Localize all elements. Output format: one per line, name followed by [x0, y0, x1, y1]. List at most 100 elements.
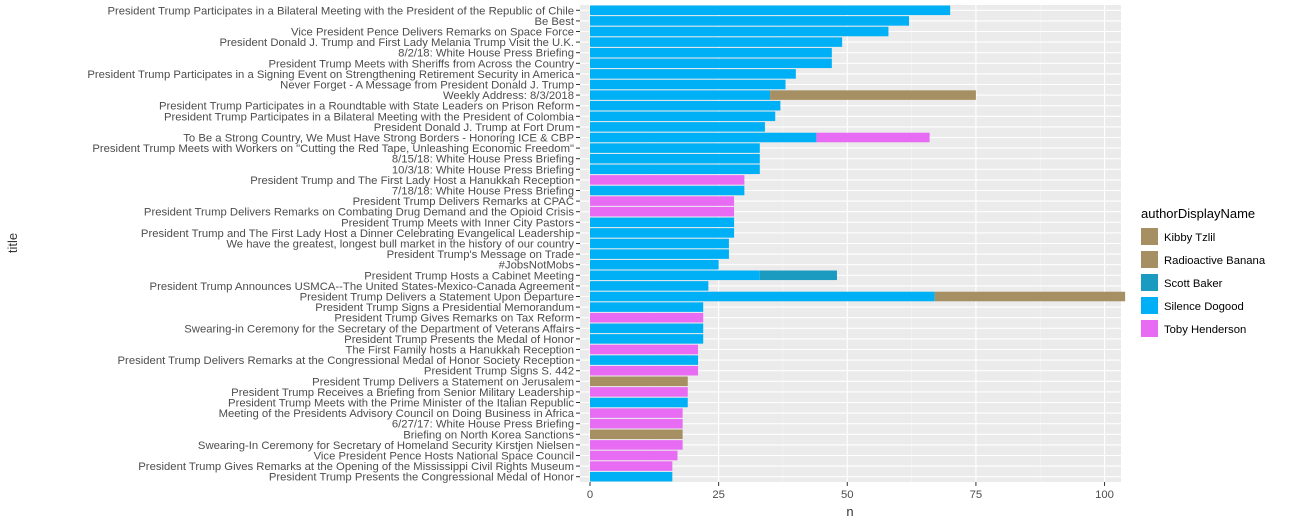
- bar-silence-dogood: [590, 132, 817, 143]
- y-tick-label: 8/15/18: White House Press Briefing: [392, 154, 574, 166]
- bar-silence-dogood: [590, 238, 729, 249]
- y-tick-label: President Trump Presents the Congression…: [269, 472, 574, 484]
- legend-label: Silence Dogood: [1164, 301, 1244, 313]
- y-tick-label: President Trump Participates in a Bilate…: [164, 111, 575, 123]
- bar-toby-henderson: [590, 418, 683, 429]
- bar-toby-henderson: [590, 461, 673, 471]
- y-tick-label: President Trump Participates in a Signin…: [87, 69, 574, 81]
- bar-silence-dogood: [590, 122, 765, 132]
- y-tick-labels: President Trump Participates in a Bilate…: [87, 5, 580, 484]
- y-tick-label: To Be a Strong Country, We Must Have Str…: [183, 133, 574, 145]
- bar-toby-henderson: [590, 206, 735, 217]
- y-tick-label: Weekly Address: 8/3/2018: [443, 90, 574, 102]
- y-tick-label: Swearing-In Ceremony for Secretary of Ho…: [198, 440, 574, 452]
- bar-silence-dogood: [590, 100, 781, 111]
- bar-silence-dogood: [590, 355, 699, 365]
- x-tick-label: 25: [712, 489, 725, 501]
- x-axis-label: n: [846, 504, 853, 519]
- bar-kibby-tzlil: [590, 376, 688, 387]
- bar-toby-henderson: [590, 440, 683, 450]
- bar-silence-dogood: [590, 79, 786, 90]
- y-tick-label: Never Forget - A Message from President …: [280, 80, 574, 92]
- y-tick-label: President Trump Participates in a Roundt…: [159, 101, 574, 113]
- y-tick-label: 7/18/18: White House Press Briefing: [392, 186, 574, 198]
- y-tick-label: #JobsNotMobs: [499, 260, 575, 272]
- bar-silence-dogood: [590, 143, 760, 153]
- y-tick-label: President Trump Presents the Medal of Ho…: [344, 334, 574, 346]
- y-tick-label: President Trump Delivers a Statement Upo…: [300, 292, 574, 304]
- y-tick-label: 8/2/18: White House Press Briefing: [398, 48, 574, 60]
- y-tick-label: President Trump Delivers a Statement on …: [312, 376, 574, 388]
- y-tick-label: President Trump Meets with the Prime Min…: [228, 398, 574, 410]
- y-tick-label: President Trump Delivers Remarks on Comb…: [144, 207, 574, 219]
- y-tick-label: Briefing on North Korea Sanctions: [403, 429, 574, 441]
- y-tick-label: Swearing-in Ceremony for the Secretary o…: [184, 323, 574, 335]
- bar-toby-henderson: [590, 450, 678, 461]
- legend-key-silence-dogood: [1141, 297, 1158, 314]
- y-tick-label: 10/3/18: White House Press Briefing: [392, 164, 574, 176]
- bar-silence-dogood: [590, 16, 910, 26]
- bar-silence-dogood: [590, 5, 951, 16]
- bar-silence-dogood: [590, 334, 704, 344]
- y-tick-label: President Trump Hosts a Cabinet Meeting: [364, 270, 574, 282]
- x-tick-label: 75: [970, 489, 983, 501]
- y-tick-label: Be Best: [534, 16, 574, 28]
- bar-toby-henderson: [590, 175, 745, 185]
- bar-silence-dogood: [590, 291, 935, 302]
- bar-silence-dogood: [590, 164, 760, 175]
- y-tick-label: President Trump Gives Remarks on Tax Ref…: [334, 313, 574, 325]
- bar-toby-henderson: [590, 344, 699, 355]
- y-tick-label: President Trump Meets with Workers on "C…: [92, 143, 574, 155]
- y-tick-label: Vice President Pence Delivers Remarks on…: [291, 27, 574, 39]
- y-tick-label: 6/27/17: White House Press Briefing: [392, 419, 574, 431]
- y-tick-label: President Trump Meets with Inner City Pa…: [341, 217, 574, 229]
- legend-key-toby-henderson: [1141, 320, 1158, 337]
- bar-silence-dogood: [590, 471, 673, 482]
- bar-silence-dogood: [590, 26, 889, 37]
- bar-toby-henderson: [590, 387, 688, 397]
- legend-key-scott-baker: [1141, 274, 1158, 291]
- x-tick-label: 0: [587, 489, 593, 501]
- y-tick-label: Vice President Pence Hosts National Spac…: [314, 451, 574, 463]
- y-tick-label: Meeting of the Presidents Advisory Counc…: [219, 408, 575, 420]
- bar-toby-henderson: [590, 196, 735, 206]
- y-tick-label: The First Family hosts a Hanukkah Recept…: [345, 345, 574, 357]
- bar-silence-dogood: [590, 90, 771, 100]
- y-tick-label: President Trump and The First Lady Host …: [141, 228, 574, 240]
- y-tick-label: President Trump Delivers Remarks at CPAC: [353, 196, 574, 208]
- y-tick-label: President Trump Gives Remarks at the Ope…: [138, 461, 574, 473]
- bar-silence-dogood: [590, 259, 719, 270]
- legend-label: Kibby Tzlil: [1164, 232, 1215, 244]
- bar-silence-dogood: [590, 397, 688, 408]
- y-tick-label: President Trump Delivers Remarks at the …: [118, 355, 574, 367]
- bar-silence-dogood: [590, 69, 796, 79]
- bar-silence-dogood: [590, 58, 832, 69]
- legend-title: authorDisplayName: [1141, 206, 1255, 221]
- y-tick-label: President Trump's Message on Trade: [387, 249, 574, 261]
- bar-silence-dogood: [590, 47, 832, 58]
- bars: [590, 5, 1126, 482]
- bar-silence-dogood: [590, 270, 760, 281]
- bar-silence-dogood: [590, 217, 735, 228]
- y-tick-label: President Donald J. Trump and First Lady…: [219, 37, 574, 49]
- bar-silence-dogood: [590, 323, 704, 334]
- bar-radioactive-banana: [934, 291, 1126, 302]
- bar-silence-dogood: [590, 302, 704, 312]
- y-tick-label: We have the greatest, longest bull marke…: [226, 239, 574, 251]
- legend-key-kibby-tzlil: [1141, 228, 1158, 245]
- legend-label: Toby Henderson: [1164, 324, 1246, 336]
- y-axis-label: title: [5, 233, 20, 253]
- y-tick-label: President Trump Signs S. 442: [424, 366, 574, 378]
- x-tick-label: 50: [841, 489, 854, 501]
- legend-label: Radioactive Banana: [1164, 255, 1266, 267]
- bar-silence-dogood: [590, 281, 709, 291]
- bar-toby-henderson: [816, 132, 930, 143]
- bar-silence-dogood: [590, 185, 745, 196]
- bar-radioactive-banana: [770, 90, 976, 100]
- x-tick-labels: 0 25 50 75 100: [587, 482, 1114, 501]
- bar-silence-dogood: [590, 37, 843, 47]
- legend-key-radioactive-banana: [1141, 251, 1158, 268]
- y-tick-label: President Trump Participates in a Bilate…: [107, 5, 574, 17]
- y-tick-label: President Trump Receives a Briefing from…: [231, 387, 574, 399]
